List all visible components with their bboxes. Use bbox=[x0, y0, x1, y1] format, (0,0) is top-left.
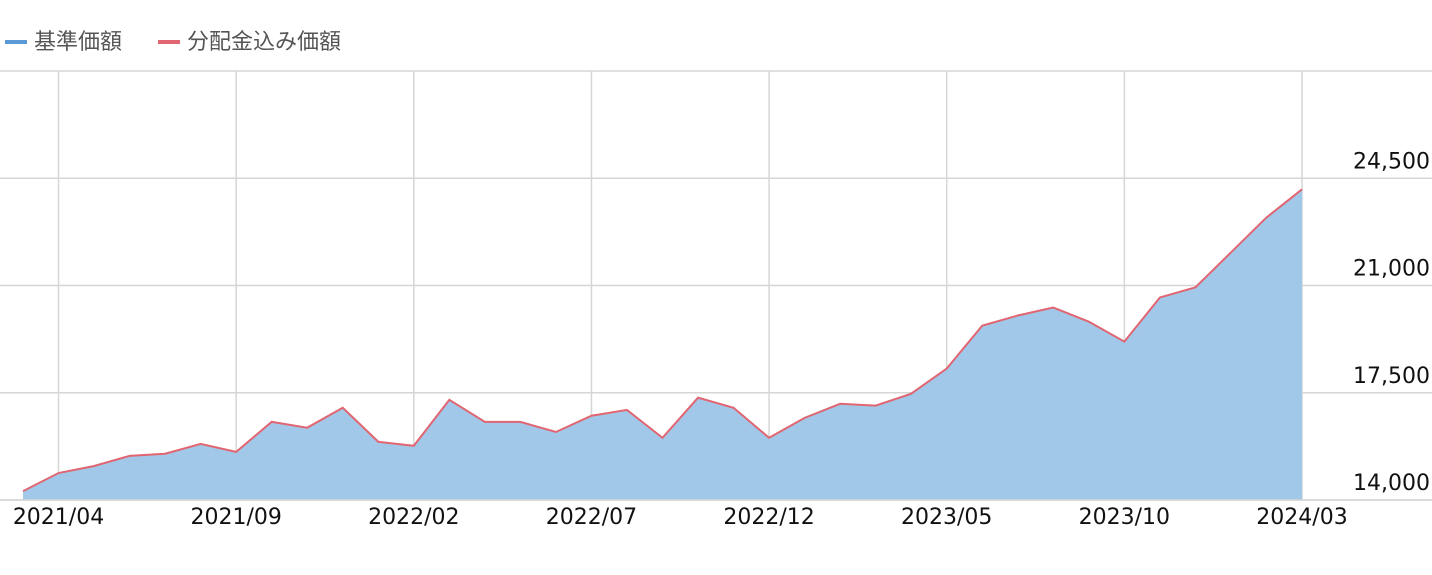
x-tick-label: 2022/02 bbox=[368, 505, 459, 530]
y-tick-label: 14,000 bbox=[1353, 471, 1430, 496]
legend-label: 分配金込み価額 bbox=[187, 30, 341, 55]
x-tick-label: 2021/04 bbox=[13, 505, 104, 530]
y-tick-label: 17,500 bbox=[1353, 364, 1430, 389]
x-tick-label: 2024/03 bbox=[1256, 505, 1347, 530]
x-tick-label: 2023/05 bbox=[901, 505, 992, 530]
x-tick-label: 2021/09 bbox=[190, 505, 281, 530]
y-tick-label: 24,500 bbox=[1353, 149, 1430, 174]
legend-label: 基準価額 bbox=[34, 30, 122, 55]
x-tick-label: 2022/07 bbox=[546, 505, 637, 530]
line bbox=[22, 188, 1303, 493]
y-tick-label: 21,000 bbox=[1353, 257, 1430, 282]
x-tick-label: 2022/12 bbox=[723, 505, 814, 530]
x-tick-label: 2023/10 bbox=[1079, 505, 1170, 530]
area bbox=[23, 189, 1302, 500]
